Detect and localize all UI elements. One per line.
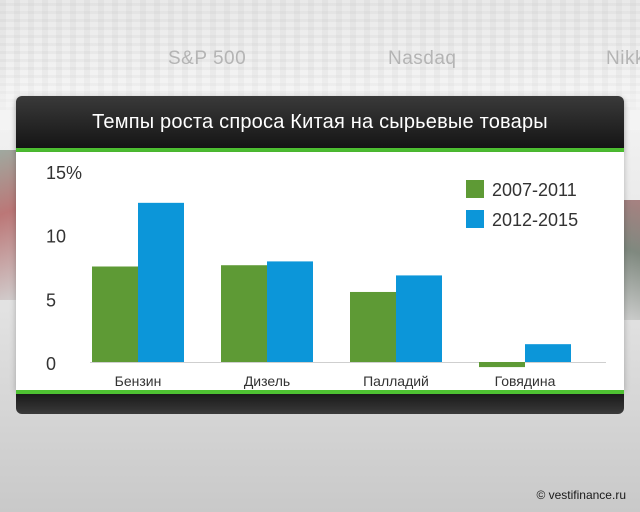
x-tick-label: Палладий bbox=[363, 373, 429, 389]
bar-series2 bbox=[138, 202, 184, 362]
legend-label: 2007-2011 bbox=[492, 180, 577, 200]
background-ticker-nikkei: Nikk bbox=[606, 48, 640, 69]
x-tick-label: Говядина bbox=[495, 373, 556, 389]
chart-bottom-accent-line bbox=[16, 390, 624, 394]
background-ticker-nasdaq: Nasdaq bbox=[388, 48, 457, 69]
x-tick-label: Дизель bbox=[244, 373, 290, 389]
bar-series2 bbox=[525, 344, 571, 362]
x-tick-label: Бензин bbox=[115, 373, 162, 389]
bar-series2 bbox=[396, 275, 442, 362]
background-ticker-sp500: S&P 500 bbox=[168, 48, 247, 69]
chart-panel: 0 5 10 15% Бензин Дизель Палладий Говядина 2007-… bbox=[16, 152, 624, 390]
bar-chart: 0 5 10 15% Бензин Дизель Палладий Говядина 2007-… bbox=[46, 163, 606, 389]
legend-label: 2012-2015 bbox=[492, 210, 578, 230]
bar-series2 bbox=[267, 261, 313, 362]
chart-bottom-bar bbox=[16, 394, 624, 414]
legend-swatch bbox=[466, 180, 484, 198]
legend-swatch bbox=[466, 210, 484, 228]
y-tick-label: 0 bbox=[46, 354, 56, 374]
bar-series1 bbox=[350, 291, 396, 362]
y-tick-label: 10 bbox=[46, 227, 66, 247]
bar-series1 bbox=[221, 265, 267, 362]
chart-title: Темпы роста спроса Китая на сырьевые тов… bbox=[92, 110, 548, 133]
y-tick-label: 5 bbox=[46, 290, 56, 310]
source-credit: © vestifinance.ru bbox=[536, 488, 626, 502]
bar-series1 bbox=[479, 362, 525, 368]
chart-title-bar: Темпы роста спроса Китая на сырьевые тов… bbox=[16, 96, 624, 152]
title-accent-line bbox=[16, 148, 624, 152]
y-tick-label: 15% bbox=[46, 163, 82, 183]
bar-series1 bbox=[92, 266, 138, 362]
